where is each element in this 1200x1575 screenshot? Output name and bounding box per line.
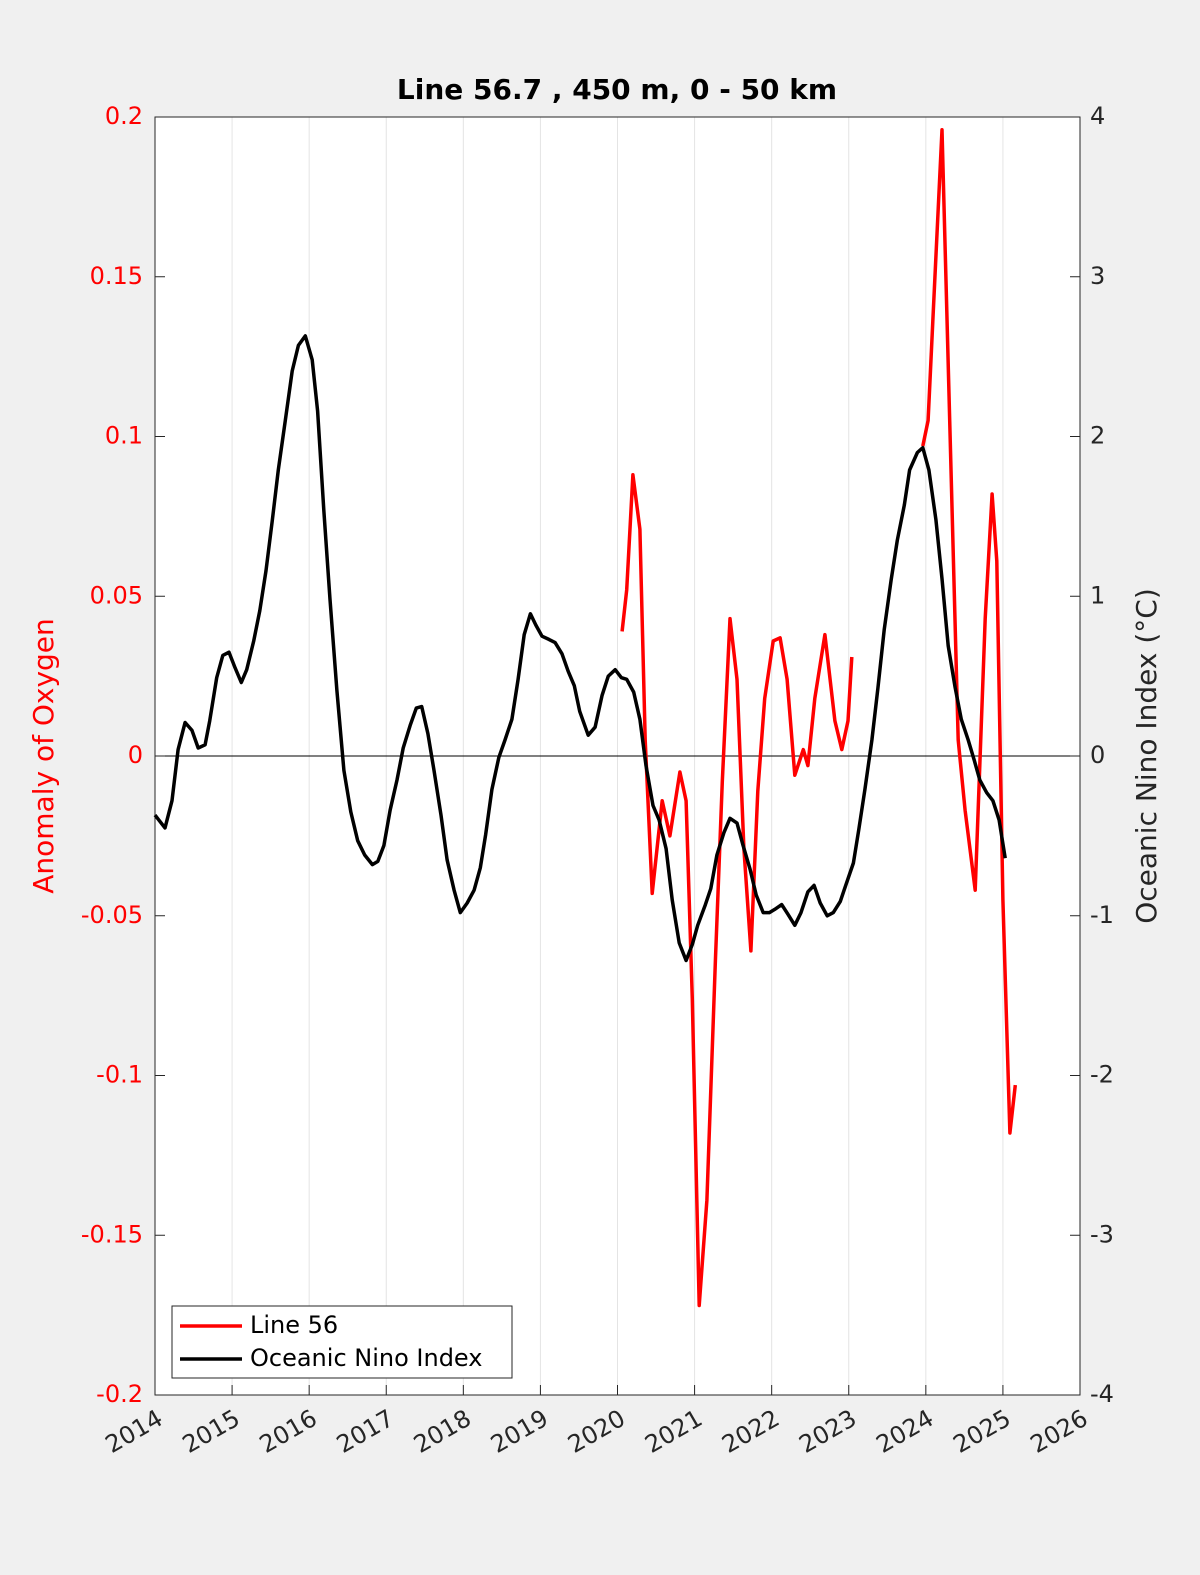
x-tick-label: 2019 — [486, 1404, 553, 1459]
x-tick-label: 2021 — [640, 1404, 707, 1459]
y2-tick-label: 0 — [1090, 741, 1105, 769]
y-tick-label: -0.2 — [96, 1380, 143, 1408]
x-tick-label: 2024 — [871, 1404, 938, 1459]
legend-box — [171, 1305, 513, 1379]
y-tick-label: 0 — [128, 741, 143, 769]
y2-tick-label: 4 — [1090, 102, 1105, 130]
y2-tick-label: -2 — [1090, 1061, 1114, 1089]
y-tick-label: -0.15 — [81, 1220, 143, 1248]
y-tick-label: 0.2 — [105, 102, 143, 130]
x-tick-label: 2025 — [949, 1404, 1016, 1459]
y2-tick-label: 1 — [1090, 581, 1105, 609]
y2-tick-label: -3 — [1090, 1220, 1114, 1248]
legend-label: Line 56 — [250, 1311, 338, 1339]
y2-axis-label: Oceanic Nino Index (°C) — [1130, 588, 1163, 924]
series-line — [153, 334, 1007, 963]
x-tick-label: 2026 — [1026, 1404, 1093, 1459]
y-tick-label: 0.1 — [105, 422, 143, 450]
y-tick-label: -0.1 — [96, 1061, 143, 1089]
chart-title: Line 56.7 , 450 m, 0 - 50 km — [397, 73, 837, 106]
y2-tick-label: 3 — [1090, 262, 1105, 290]
plot-frame — [154, 116, 1081, 1396]
y-tick-label: 0.05 — [90, 581, 143, 609]
x-tick-label: 2015 — [178, 1404, 245, 1459]
x-tick-label: 2022 — [717, 1404, 784, 1459]
y2-tick-label: 2 — [1090, 422, 1105, 450]
y2-tick-label: -4 — [1090, 1380, 1114, 1408]
series-line — [620, 473, 854, 1308]
y2-tick-label: -1 — [1090, 901, 1114, 929]
x-tick-label: 2020 — [563, 1404, 630, 1459]
x-tick-label: 2016 — [255, 1404, 322, 1459]
x-tick-label: 2018 — [409, 1404, 476, 1459]
y-tick-label: -0.05 — [81, 901, 143, 929]
x-tick-label: 2023 — [794, 1404, 861, 1459]
legend-label: Oceanic Nino Index — [250, 1344, 482, 1372]
x-tick-label: 2017 — [332, 1404, 399, 1459]
y-tick-label: 0.15 — [90, 262, 143, 290]
y-axis-label: Anomaly of Oxygen — [27, 618, 60, 894]
x-tick-label: 2014 — [101, 1404, 168, 1459]
